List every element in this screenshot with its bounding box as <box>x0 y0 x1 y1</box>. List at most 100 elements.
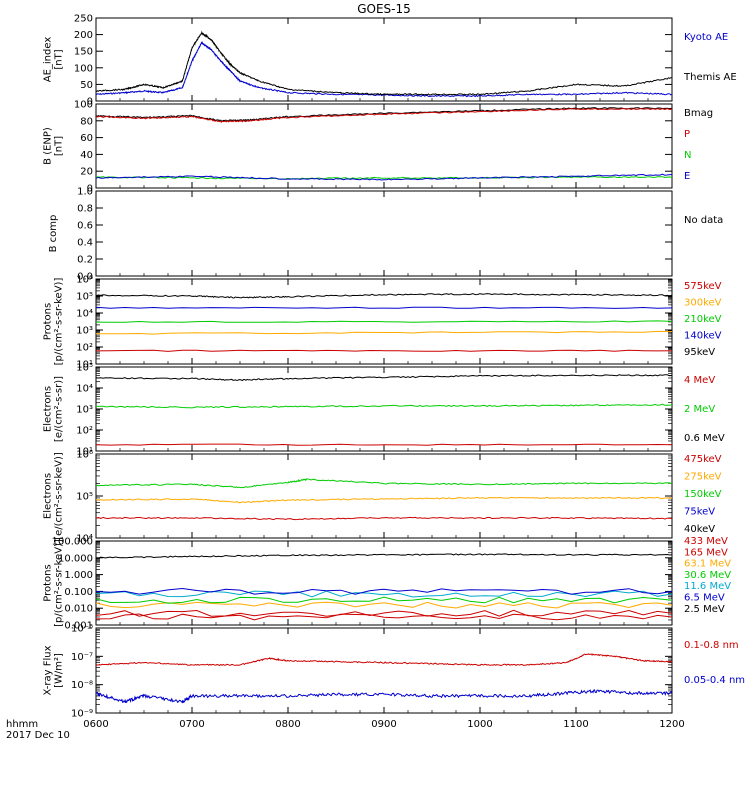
y-tick-label: 100 <box>74 63 93 74</box>
legend-label: 40keV <box>684 524 715 535</box>
y-tick-label: 10³ <box>76 405 93 416</box>
panel-frame <box>95 17 673 102</box>
y-axis-label: [nT] <box>54 136 65 156</box>
y-tick-label: 0.010 <box>64 604 93 615</box>
y-tick-label: 10¹ <box>76 447 93 458</box>
series-line-6-5-mev <box>96 587 672 595</box>
x-tick-label: 1100 <box>563 719 588 730</box>
legend-label: Themis AE <box>683 72 737 83</box>
legend-label: No data <box>684 215 723 226</box>
y-tick-label: 1.000 <box>64 570 93 581</box>
y-axis-label: Protons <box>43 564 54 601</box>
panel-frame <box>95 540 673 626</box>
series-line-4-mev <box>96 443 672 446</box>
y-tick-label: 1.0 <box>77 187 93 198</box>
legend-label: 210keV <box>684 314 722 325</box>
y-tick-label: 10⁶ <box>76 275 93 286</box>
y-tick-label: 10³ <box>76 326 93 337</box>
series-line-2-mev <box>96 403 672 409</box>
series-line-0-1-0-8-nm <box>96 653 672 667</box>
series-line-bmag <box>96 107 672 122</box>
series-line-433-mev <box>96 613 672 621</box>
series-line-p <box>96 107 672 123</box>
legend-label: 300keV <box>684 298 722 309</box>
panel-electrons_mev: 10¹ 10² 10³ 10⁴ 10⁵ Electrons [e/(cm²-s-sr)] <box>43 363 673 458</box>
panel-bfield: 0 20 40 60 80 100 B (ENP) [nT] <box>43 100 673 195</box>
legend-label: 75keV <box>684 507 715 518</box>
legend-label: 0.05-0.4 nm <box>684 675 745 686</box>
legend-label: 275keV <box>684 472 722 483</box>
y-tick-label: 10⁴ <box>76 534 93 545</box>
y-tick-label: 10⁻⁷ <box>71 652 93 663</box>
y-axis-label: [e/(cm²-s-sr-keV)] <box>54 452 65 540</box>
legend-label: P <box>684 129 690 140</box>
legend-label: 433 MeV <box>684 536 728 547</box>
series-line-275kev <box>96 496 672 504</box>
y-tick-label: 200 <box>74 30 93 41</box>
y-tick-label: 10¹ <box>76 360 93 371</box>
panel-ae: 0 50 100 150 200 250 AE_index [nT] <box>43 14 673 108</box>
y-tick-label: 50 <box>80 80 93 91</box>
y-tick-label: 0.8 <box>77 204 93 215</box>
y-axis-label: X-ray Flux <box>43 645 54 695</box>
y-axis-label: [p/(cm²-s-sr-keV)] <box>54 539 65 627</box>
y-axis-label: AE_index <box>43 37 54 83</box>
panel-frame <box>95 453 673 539</box>
footer-date-label: 2017 Dec 10 <box>6 730 70 741</box>
y-tick-label: 10⁻⁹ <box>71 709 93 720</box>
legend-label: 150keV <box>684 489 722 500</box>
panel-protons_mev: 0.001 0.010 0.100 1.000 10.000 100.000 Protons… <box>43 537 673 632</box>
y-tick-label: 10⁻⁶ <box>71 624 93 635</box>
y-tick-label: 0.001 <box>64 621 93 632</box>
x-tick-label: 0800 <box>275 719 300 730</box>
legend-label: 95keV <box>684 347 715 358</box>
y-tick-label: 40 <box>80 150 93 161</box>
chart-title: GOES-15 <box>357 2 411 16</box>
legend-label: 2.5 MeV <box>684 604 725 615</box>
legend-label: 575keV <box>684 281 722 292</box>
series-line-n <box>96 175 672 180</box>
y-tick-label: 10⁻⁸ <box>71 680 93 691</box>
series-line-150kev <box>96 478 672 489</box>
y-axis-label: [p/(cm²-s-sr-keV)] <box>54 278 65 366</box>
series-line-0-6-mev <box>96 374 672 382</box>
y-tick-label: 10⁵ <box>76 363 93 374</box>
legend-label: 11.6 MeV <box>684 581 731 592</box>
y-tick-label: 10⁴ <box>76 384 93 395</box>
panel-xray: 10⁻⁹ 10⁻⁸ 10⁻⁷ 10⁻⁶ X-ray Flux [W/m²] <box>43 624 673 720</box>
y-tick-label: 0.6 <box>77 221 93 232</box>
series-line-themis-ae <box>96 30 672 96</box>
y-axis-label: B comp <box>48 215 59 253</box>
y-tick-label: 10⁴ <box>76 309 93 320</box>
legend-label: 165 MeV <box>684 547 728 558</box>
legend-label: Bmag <box>684 108 713 119</box>
footer-time-label: hhmm <box>6 719 38 730</box>
series-line-kyoto-ae <box>96 41 672 98</box>
x-tick-label: 0600 <box>83 719 108 730</box>
y-axis-label: Protons <box>43 303 54 340</box>
y-tick-label: 150 <box>74 47 93 58</box>
series-line-30-6-mev <box>96 596 672 604</box>
series-line-63-1-mev <box>96 601 672 609</box>
series-line-475kev <box>96 516 672 521</box>
series-line-11-6-mev <box>96 590 672 598</box>
legend-label: 0.1-0.8 nm <box>684 640 739 651</box>
series-line-210kev <box>96 320 672 323</box>
y-tick-label: 10⁵ <box>76 492 93 503</box>
y-tick-label: 10⁵ <box>76 292 93 303</box>
panel-frame <box>95 190 673 277</box>
x-tick-label: 1200 <box>659 719 684 730</box>
y-tick-label: 0.100 <box>64 587 93 598</box>
panel-frame <box>95 366 673 452</box>
y-tick-label: 0 <box>87 97 93 108</box>
legend-label: 0.6 MeV <box>684 433 725 444</box>
x-tick-label: 1000 <box>467 719 492 730</box>
y-tick-label: 100 <box>74 100 93 111</box>
series-line-0-05-0-4-nm <box>96 689 672 704</box>
y-axis-label: Electrons <box>43 386 54 432</box>
legend-label: 63.1 MeV <box>684 559 731 570</box>
legend-label: 140keV <box>684 331 722 342</box>
y-tick-label: 0.4 <box>77 238 93 249</box>
